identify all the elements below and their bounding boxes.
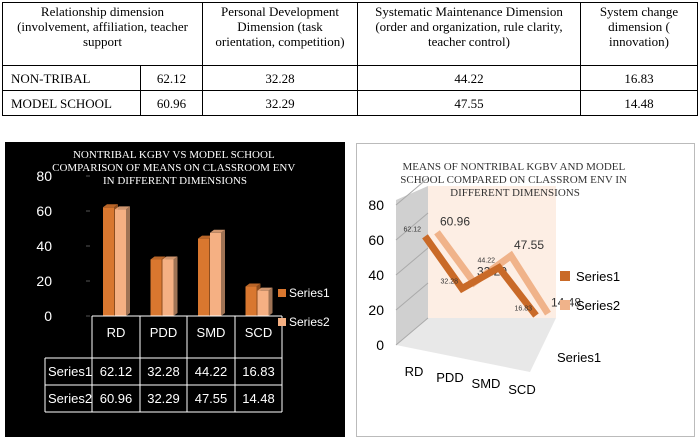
bar	[198, 238, 209, 316]
bar-top	[162, 256, 178, 260]
bar-side	[173, 256, 178, 316]
legend-swatch	[278, 289, 286, 297]
table-value: 32.29	[147, 391, 180, 406]
y-tick-label: 40	[368, 267, 384, 283]
header-row: Relationship dimension (involvement, aff…	[2, 2, 698, 66]
cell: 14.48	[580, 90, 698, 116]
data-label: 44.22	[477, 258, 495, 265]
table-row-label: Series1	[48, 364, 92, 379]
table-value: 47.55	[195, 391, 228, 406]
chart-title: NONTRIBAL KGBV VS MODEL SCHOOL COMPARISO…	[52, 149, 298, 187]
bar-top	[198, 235, 213, 239]
bar	[115, 209, 126, 316]
bar-side	[221, 229, 225, 316]
bar-top	[103, 204, 118, 208]
y-tick-label: 40	[36, 238, 52, 254]
table-value: 62.12	[100, 364, 133, 379]
y-tick-label: 0	[376, 337, 384, 353]
data-label: 32.28	[440, 279, 458, 286]
y-tick-label: 0	[44, 308, 52, 324]
legend-label: Series2	[289, 315, 330, 329]
legend-label: Series2	[576, 298, 620, 313]
cell: 60.96	[140, 90, 203, 116]
table-value: 16.83	[242, 364, 275, 379]
table-value: 44.22	[195, 364, 228, 379]
cell: 62.12	[140, 65, 203, 91]
x-tick-label: SMD	[197, 325, 226, 340]
data-table: Relationship dimension (involvement, aff…	[2, 2, 698, 116]
bar-top	[257, 287, 273, 291]
grid-line	[395, 317, 429, 346]
table-value: 14.48	[242, 391, 275, 406]
legend-label: Series1	[289, 286, 330, 300]
x-tick-label: SCD	[508, 382, 535, 397]
legend-label: Series1	[576, 269, 620, 284]
bar	[210, 232, 221, 316]
bar-top	[115, 206, 130, 210]
y-tick-label: 60	[36, 203, 52, 219]
legend-swatch	[278, 318, 286, 326]
y-tick-label: 20	[368, 302, 384, 318]
y-tick-label: 20	[36, 273, 52, 289]
header-cell: Systematic Maintenance Dimension (order …	[357, 2, 581, 66]
bar	[150, 259, 162, 316]
x-tick-label: RD	[405, 364, 424, 379]
bar	[257, 290, 269, 316]
x-tick-label: RD	[107, 325, 126, 340]
bar-top	[150, 256, 166, 260]
x-tick-label: SMD	[472, 376, 501, 391]
table-value: 32.28	[147, 364, 180, 379]
chart-title: MEANS OF NONTRIBAL KGBV AND MODEL SCHOOL…	[400, 161, 629, 199]
cell: 32.29	[202, 90, 358, 116]
grid-line	[395, 212, 429, 241]
x-tick-label: PDD	[436, 370, 463, 385]
grid-line	[395, 282, 429, 311]
bar	[245, 286, 257, 316]
header-cell: Relationship dimension (involvement, aff…	[2, 2, 203, 66]
table-value: 60.96	[100, 391, 133, 406]
data-label: 16.83	[514, 306, 532, 313]
cell: 16.83	[580, 65, 698, 91]
floor	[396, 318, 556, 372]
cell: MODEL SCHOOL	[2, 90, 141, 116]
x-tick-label: PDD	[150, 325, 177, 340]
data-label: 60.96	[440, 214, 470, 228]
legend-swatch	[560, 300, 570, 310]
y-tick-label: 60	[368, 232, 384, 248]
cell: 32.28	[202, 65, 358, 91]
y-tick-label: 80	[36, 168, 52, 184]
bar-top	[210, 229, 225, 233]
side-wall	[396, 186, 428, 345]
cell: 47.55	[357, 90, 581, 116]
bar	[103, 207, 114, 316]
bar-side	[126, 206, 130, 316]
grid-line	[395, 247, 429, 276]
row: NON-TRIBAL 62.12 32.28 44.22 16.83	[2, 65, 698, 91]
data-label: 47.55	[514, 238, 544, 252]
line-series	[422, 234, 539, 318]
row: MODEL SCHOOL 60.96 32.29 47.55 14.48	[2, 90, 698, 116]
bar	[162, 259, 174, 316]
bar-side	[268, 287, 273, 316]
bar-top	[245, 283, 261, 287]
grid-line	[395, 177, 429, 206]
data-label: 62.12	[403, 226, 421, 233]
legend-swatch	[560, 271, 570, 281]
x-tick-label: SCD	[245, 325, 272, 340]
y-tick-label: 80	[368, 197, 384, 213]
table-row-label: Series2	[48, 391, 92, 406]
depth-axis-label: Series1	[557, 350, 601, 365]
